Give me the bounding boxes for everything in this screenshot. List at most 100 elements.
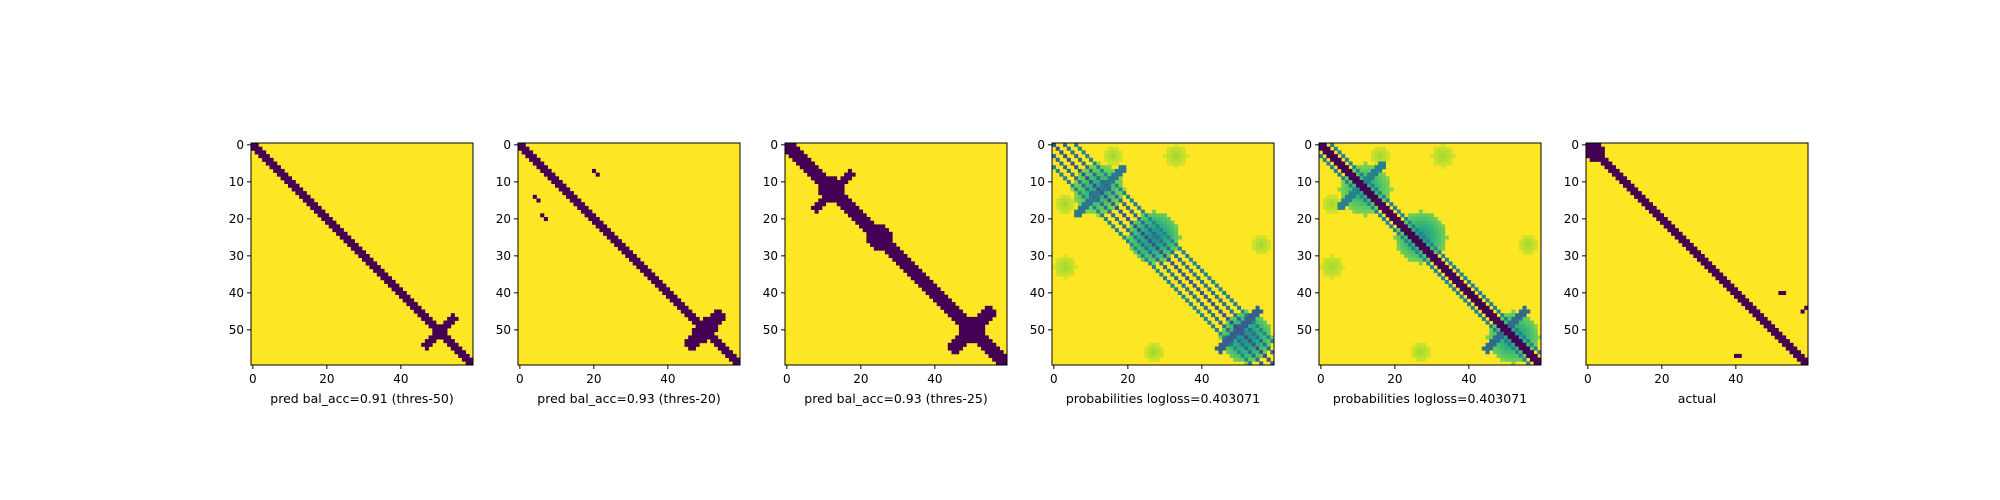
heatmap-cell [1430,265,1435,270]
heatmap-cell [1489,302,1494,307]
heatmap-cell [1407,224,1412,229]
heatmap-cell [1359,202,1364,207]
heatmap-cell [1085,165,1090,170]
heatmap-cell [984,339,989,344]
heatmap-cell [1489,331,1494,336]
heatmap-cell [580,205,585,210]
heatmap-cell [1240,353,1245,358]
heatmap-cell [1478,291,1483,296]
heatmap-cell [825,176,830,181]
heatmap-cell [1174,246,1179,251]
heatmap-cell [1233,353,1238,358]
heatmap-cell [651,272,656,277]
heatmap-cell [1188,279,1193,284]
heatmap-cell [1485,346,1490,351]
heatmap-cell [1492,339,1497,344]
heatmap-cell [1244,361,1249,366]
heatmap-cell [1793,350,1798,355]
heatmap-cell [995,361,1000,366]
heatmap-cell [1518,324,1523,329]
heatmap-cell [1337,198,1342,203]
heatmap-cell [1433,261,1438,266]
heatmap-cell [1778,339,1783,344]
y-tick-label: 40 [229,286,244,300]
heatmap-cell [977,335,982,340]
heatmap-cell [1741,302,1746,307]
heatmap-cell [947,302,952,307]
heatmap-cell [1444,235,1449,240]
heatmap-cell [1529,353,1534,358]
heatmap-cell [1522,320,1527,325]
heatmap-cell [347,235,352,240]
heatmap-cell [1126,194,1131,199]
heatmap-cell [1448,272,1453,277]
heatmap-cell [1367,180,1372,185]
heatmap-cell [592,213,597,218]
heatmap-cell [1092,187,1097,192]
heatmap-cell [818,176,823,181]
heatmap-cell [925,283,930,288]
heatmap-cell [940,302,945,307]
heatmap-cell [814,165,819,170]
heatmap-cell [896,257,901,262]
heatmap-cell [1667,228,1672,233]
heatmap-cell [955,339,960,344]
heatmap-cell [643,265,648,270]
heatmap-cell [313,209,318,214]
y-tick-label: 10 [1030,175,1045,189]
heatmap-cell [1225,346,1230,351]
heatmap-cell [1155,231,1160,236]
heatmap-cell [1533,335,1538,340]
heatmap-cell [465,361,470,366]
heatmap-cell [792,150,797,155]
heatmap-cell [1441,231,1446,236]
heatmap-cell [621,250,626,255]
heatmap-cell [1248,339,1253,344]
heatmap-cell [955,305,960,310]
heatmap-cell [1745,298,1750,303]
heatmap-cell [833,198,838,203]
heatmap-cell [1341,183,1346,188]
heatmap-cell [1262,239,1267,244]
heatmap-cell [406,298,411,303]
heatmap-cell [1492,342,1497,347]
heatmap-cell [1337,157,1342,162]
heatmap-cell [1059,257,1064,262]
x-tick-label: 20 [1120,372,1135,386]
heatmap-cell [1222,335,1227,340]
heatmap-cell [1155,357,1160,362]
heatmap-cell [1748,309,1753,314]
heatmap-cell [1511,357,1516,362]
heatmap-cell [350,239,355,244]
heatmap-cell [1114,228,1119,233]
heatmap-cell [1682,235,1687,240]
heatmap-cell [1367,172,1372,177]
heatmap-cell [443,335,448,340]
heatmap-cell [1118,150,1123,155]
heatmap-cell [866,224,871,229]
heatmap-cell [1185,265,1190,270]
heatmap-cell [981,346,986,351]
heatmap-cell [1511,339,1516,344]
heatmap-cell [673,302,678,307]
heatmap-cell [1148,239,1153,244]
heatmap-cell [424,320,429,325]
heatmap-cell [1678,239,1683,244]
heatmap-cell [1363,187,1368,192]
heatmap-cell [1148,235,1153,240]
heatmap-cell [1077,176,1082,181]
heatmap-cell [1441,242,1446,247]
heatmap-cell [362,254,367,259]
heatmap-cell [1259,346,1264,351]
heatmap-cell [1262,235,1267,240]
heatmap-cell [1207,276,1212,281]
heatmap-cell [688,335,693,340]
heatmap-cell [1385,194,1390,199]
heatmap-cell [1322,146,1327,151]
heatmap-cell [1255,320,1260,325]
heatmap-cell [695,316,700,321]
heatmap-cell [1426,220,1431,225]
heatmap-cell [1074,265,1079,270]
heatmap-cell [992,357,997,362]
heatmap-cell [1385,213,1390,218]
